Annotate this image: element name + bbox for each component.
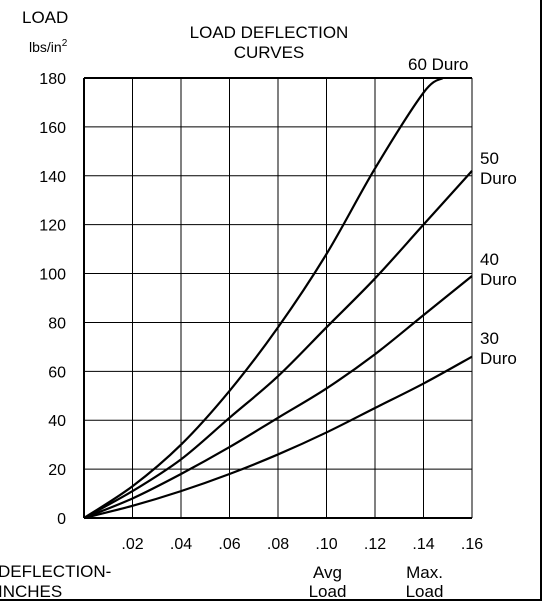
series-label-40-duro: Duro: [480, 270, 517, 289]
y-tick-label: 140: [39, 169, 66, 186]
x-tick-label: .04: [170, 536, 192, 553]
series-line-40-duro: [83, 275, 473, 520]
marker-label-max-load: Max.: [406, 563, 443, 582]
series-line-30-duro: [83, 355, 473, 520]
marker-label-avg-load: Avg: [313, 563, 342, 582]
series-label-50-duro: 50: [480, 149, 499, 168]
y-tick-label: 0: [57, 511, 66, 528]
y-axis-label: LOAD: [22, 8, 68, 27]
chart-title-line-1: LOAD DEFLECTION: [190, 23, 349, 42]
y-tick-label: 120: [39, 218, 66, 235]
x-tick-labels: .02 .04 .06 .08 .10 .12 .14 .16: [121, 536, 483, 553]
x-axis-label-line-2: INCHES: [0, 582, 62, 601]
x-tick-label: .06: [218, 536, 240, 553]
x-tick-label: .12: [364, 536, 386, 553]
series-label-40-duro: 40: [480, 250, 499, 269]
y-tick-label: 80: [48, 315, 66, 332]
y-axis-unit-base: lbs/in: [29, 39, 62, 55]
x-tick-label: .16: [461, 536, 483, 553]
marker-label-max-load: Load: [406, 582, 444, 601]
x-tick-label: .08: [267, 536, 289, 553]
y-tick-label: 160: [39, 120, 66, 137]
y-tick-label: 100: [39, 267, 66, 284]
series-lines: [83, 77, 473, 520]
series-label-50-duro: Duro: [480, 169, 517, 188]
series-line-50-duro: [83, 170, 473, 519]
y-tick-labels: 0 20 40 60 80 100 120 140 160 180: [39, 71, 66, 528]
y-tick-label: 40: [48, 413, 66, 430]
series-label-30-duro: Duro: [480, 349, 517, 368]
y-tick-label: 60: [48, 364, 66, 381]
x-tick-label: .14: [412, 536, 434, 553]
x-tick-label: .10: [315, 536, 337, 553]
grid: [84, 77, 473, 518]
axes: [83, 77, 472, 519]
y-tick-label: 180: [39, 71, 66, 88]
x-tick-label: .02: [121, 536, 143, 553]
y-axis-unit-exponent: 2: [62, 38, 68, 49]
marker-label-avg-load: Load: [309, 582, 347, 601]
chart-title-line-2: CURVES: [234, 43, 305, 62]
y-tick-label: 20: [48, 462, 66, 479]
y-axis-unit: lbs/in2: [29, 38, 68, 55]
series-line-60-duro: [83, 77, 444, 519]
series-label-60-duro: 60 Duro: [408, 55, 468, 74]
x-axis-label-line-1: DEFLECTION-: [0, 562, 111, 581]
series-label-30-duro: 30: [480, 329, 499, 348]
